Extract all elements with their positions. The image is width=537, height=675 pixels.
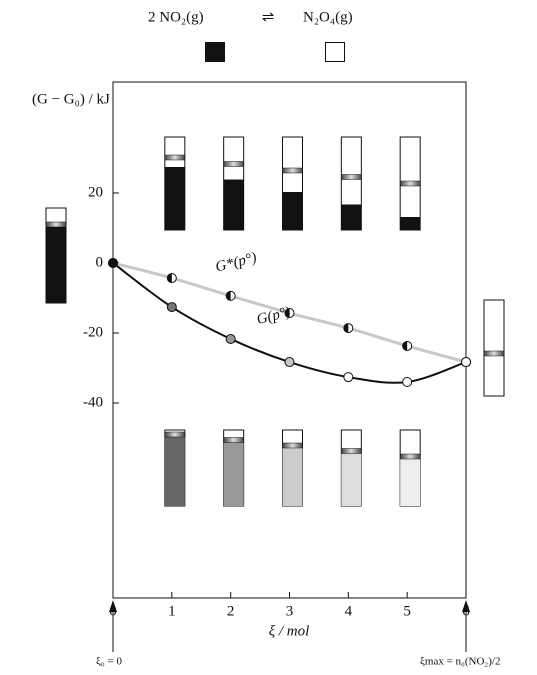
point [225, 333, 236, 344]
x-tick-label: 1 [168, 603, 176, 619]
annotation-right: ξmax = n₀(NO₂)/2 [420, 656, 501, 668]
gas [341, 453, 362, 506]
reaction-right: N₂O₄(g) [303, 9, 353, 25]
point-half [226, 291, 231, 301]
point [461, 357, 471, 368]
no2-swatch [205, 42, 225, 62]
piston-plate [399, 453, 421, 460]
piston-plate [164, 154, 186, 161]
annotation-left: ξ₀ = 0 [96, 656, 122, 668]
equilibrium-arrows: ⇌ [262, 9, 275, 25]
point [166, 273, 177, 284]
series-label: G(p°) [255, 304, 292, 328]
gas [282, 448, 303, 506]
piston-plate [399, 180, 421, 187]
y-label: (G − G₀) / kJ [32, 91, 110, 107]
piston-plate [282, 167, 303, 174]
y-tick-label: 20 [88, 184, 103, 200]
series-label: G*(p°) [214, 250, 258, 276]
x-tick-label: 0 [109, 603, 117, 619]
point [225, 290, 236, 301]
y-tick-label: 0 [96, 254, 104, 270]
arrowhead [109, 600, 117, 612]
piston-plate [164, 431, 186, 438]
point-half [402, 341, 408, 351]
cylinder [483, 299, 505, 397]
x-tick-label: 5 [403, 603, 411, 619]
gas [223, 179, 244, 230]
x-tick-label: 3 [286, 603, 294, 619]
y-tick-label: -40 [83, 394, 103, 410]
piston-plate [223, 437, 244, 443]
x-tick-label: 6 [462, 603, 470, 619]
gas [223, 442, 244, 506]
piston-plate [282, 442, 303, 449]
n2o4-swatch [325, 42, 345, 62]
piston-plate [483, 350, 505, 357]
point [166, 302, 177, 313]
y-tick-label: -20 [83, 324, 103, 340]
piston-plate [341, 174, 362, 180]
point-half [167, 273, 172, 283]
gas [164, 437, 185, 506]
point-half [343, 323, 349, 333]
point [343, 372, 354, 383]
point-half [285, 308, 290, 318]
gas [400, 459, 421, 506]
arrowhead [462, 600, 470, 612]
x-tick-label: 4 [345, 603, 353, 619]
piston-plate [45, 221, 67, 228]
gas [164, 167, 185, 230]
point [108, 257, 118, 268]
gas [341, 204, 362, 230]
point [402, 340, 413, 351]
x-tick-label: 2 [227, 603, 235, 619]
piston-plate [341, 448, 362, 454]
pistons [45, 136, 505, 507]
point [284, 308, 295, 319]
point [284, 357, 295, 368]
x-label: ξ / mol [269, 623, 310, 639]
gas [400, 217, 421, 230]
gas [282, 192, 303, 230]
point [343, 323, 354, 334]
piston-plate [223, 161, 244, 167]
point [402, 377, 413, 388]
reaction-left: 2 NO₂(g) [148, 9, 204, 25]
gas [46, 227, 66, 303]
